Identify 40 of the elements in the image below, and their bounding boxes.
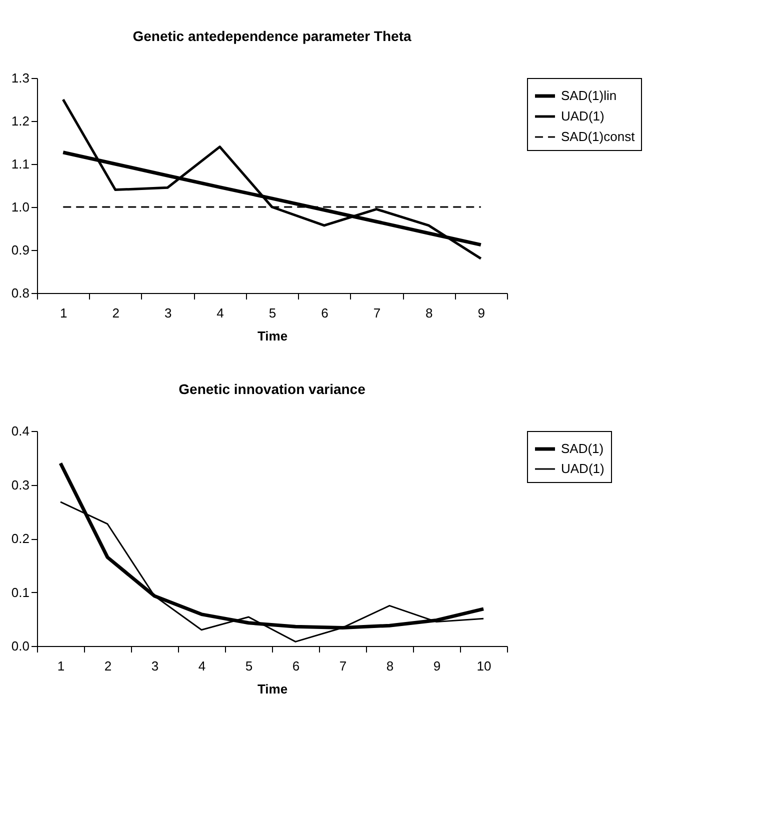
x-tick-label: 8 bbox=[426, 306, 433, 320]
x-tick-label: 1 bbox=[57, 658, 65, 674]
legend-label: UAD(1) bbox=[561, 108, 604, 124]
y-tick-label: 0.9 bbox=[11, 242, 30, 258]
y-tick-label: 0.3 bbox=[11, 477, 30, 492]
x-tick-label: 5 bbox=[268, 306, 276, 320]
x-tick-label: 7 bbox=[339, 658, 347, 674]
y-tick-label: 0.1 bbox=[11, 584, 30, 600]
y-tick-label: 1.2 bbox=[11, 114, 30, 128]
x-tick-label: 3 bbox=[151, 658, 159, 674]
x-tick-label: 2 bbox=[112, 306, 120, 320]
x-tick-label: 2 bbox=[104, 658, 112, 674]
x-tick-label: 7 bbox=[373, 306, 381, 320]
x-axis-title: Time bbox=[257, 328, 288, 344]
x-tick-label: 6 bbox=[321, 306, 328, 320]
x-tick-label: 9 bbox=[478, 306, 486, 320]
y-tick-label: 0.2 bbox=[11, 531, 30, 546]
x-tick-label: 3 bbox=[164, 306, 172, 320]
legend-label: SAD(1) bbox=[561, 441, 604, 456]
y-tick-label: 1.3 bbox=[11, 70, 30, 86]
y-tick-label: 1.1 bbox=[11, 156, 30, 172]
chart-title: Genetic innovation variance bbox=[178, 381, 366, 397]
legend-label: SAD(1)lin bbox=[561, 88, 617, 103]
x-tick-label: 9 bbox=[433, 658, 441, 674]
y-tick-label: 0.8 bbox=[11, 286, 30, 300]
line-series bbox=[62, 98, 482, 260]
x-tick-label: 10 bbox=[476, 658, 492, 674]
legend-label: SAD(1)const bbox=[561, 129, 636, 144]
x-axis-title: Time bbox=[257, 682, 288, 696]
x-tick-label: 8 bbox=[386, 658, 394, 674]
y-tick-label: 0.4 bbox=[11, 424, 30, 438]
x-tick-label: 4 bbox=[198, 658, 206, 674]
legend-label: UAD(1) bbox=[561, 461, 604, 476]
x-tick-label: 1 bbox=[60, 306, 68, 320]
x-tick-label: 6 bbox=[292, 658, 300, 674]
x-tick-label: 4 bbox=[216, 306, 224, 320]
y-tick-label: 1.0 bbox=[11, 200, 30, 214]
y-tick-label: 0.0 bbox=[11, 638, 30, 654]
chart-title: Genetic antedependence parameter Theta bbox=[132, 28, 412, 44]
x-tick-label: 5 bbox=[245, 658, 253, 674]
